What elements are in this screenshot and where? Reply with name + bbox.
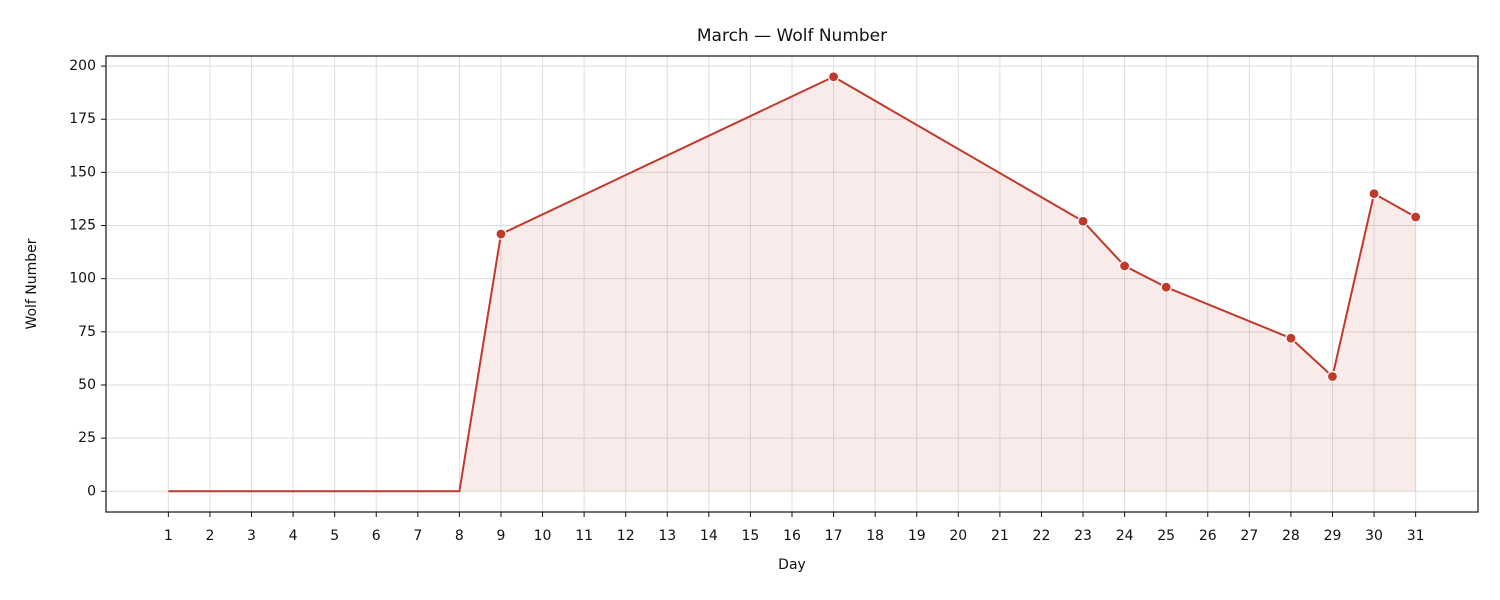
x-tick-label: 14: [700, 528, 718, 544]
marker: [495, 228, 507, 240]
marker: [1285, 332, 1297, 344]
x-tick-label: 31: [1407, 528, 1425, 544]
y-tick-label: 50: [78, 377, 96, 393]
plot-frame: [105, 55, 1479, 513]
x-tick-label: 25: [1157, 528, 1175, 544]
marker: [1410, 211, 1422, 223]
x-tick-label: 8: [455, 528, 464, 544]
marker: [1368, 188, 1380, 200]
x-tick-label: 18: [866, 528, 884, 544]
y-tick-label: 150: [69, 164, 96, 180]
x-tick-label: 29: [1324, 528, 1342, 544]
x-tick-label: 23: [1074, 528, 1092, 544]
marker: [827, 71, 840, 83]
x-tick-label: 7: [413, 528, 422, 544]
x-tick-label: 5: [330, 528, 339, 544]
y-tick-label: 200: [69, 58, 96, 74]
y-tick-label: 25: [78, 430, 96, 446]
x-axis-label: Day: [778, 557, 806, 573]
area: [168, 76, 1416, 492]
x-tick-label: 6: [372, 528, 381, 544]
y-tick-label: 0: [87, 483, 96, 499]
x-tick-label: 1: [164, 528, 173, 544]
x-tick-label: 11: [575, 528, 593, 544]
x-tick-label: 19: [908, 528, 926, 544]
y-tick-label: 175: [69, 111, 96, 127]
x-tick-label: 10: [534, 528, 552, 544]
marker: [1160, 281, 1172, 293]
y-tick-label: 100: [69, 271, 96, 287]
x-tick-label: 4: [289, 528, 298, 544]
marker: [1077, 215, 1089, 227]
x-tick-label: 9: [497, 528, 506, 544]
x-tick-label: 17: [825, 528, 843, 544]
y-axis-label: Wolf Number: [24, 238, 40, 329]
x-tick-label: 2: [205, 528, 214, 544]
y-tick-label: 75: [78, 324, 96, 340]
chart-title: March — Wolf Number: [697, 26, 887, 46]
x-tick-label: 30: [1365, 528, 1383, 544]
x-tick-label: 27: [1240, 528, 1258, 544]
y-tick-label: 125: [69, 218, 96, 234]
x-tick-label: 16: [783, 528, 801, 544]
x-tick-label: 21: [991, 528, 1009, 544]
marker: [1119, 260, 1131, 272]
x-tick-label: 3: [247, 528, 256, 544]
x-tick-label: 22: [1033, 528, 1051, 544]
x-tick-label: 24: [1116, 528, 1134, 544]
x-tick-label: 28: [1282, 528, 1300, 544]
marker: [1326, 370, 1339, 383]
x-tick-label: 15: [742, 528, 760, 544]
x-tick-label: 13: [658, 528, 676, 544]
x-tick-label: 20: [949, 528, 967, 544]
x-tick-label: 12: [617, 528, 635, 544]
x-tick-label: 26: [1199, 528, 1217, 544]
